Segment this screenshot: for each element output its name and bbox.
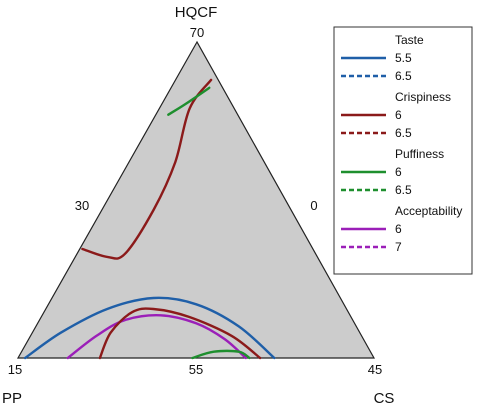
contour-line-4 [191, 349, 251, 360]
contour-line-3 [81, 78, 213, 260]
tick-right: 45 [368, 362, 382, 377]
tick-bottom-mid: 55 [189, 362, 203, 377]
contour-line-1 [66, 314, 247, 360]
tick-top: 70 [190, 25, 204, 40]
legend-label-0-0: 5.5 [395, 51, 412, 65]
legend-label-3-1: 7 [395, 240, 402, 254]
contour-lines [23, 78, 276, 360]
axis-name-left: PP [2, 390, 22, 407]
legend-label-1-0: 6 [395, 108, 402, 122]
legend-title-0: Taste [395, 33, 424, 47]
legend-title-2: Puffiness [395, 147, 444, 161]
contour-line-5 [167, 86, 211, 116]
legend-label-1-1: 6.5 [395, 126, 412, 140]
legend: Taste 5.5 6.5 Crispiness 6 6.5 Puffiness 6 6.5 Ac… [333, 26, 473, 275]
contour-line-2 [98, 307, 262, 360]
legend-label-2-1: 6.5 [395, 183, 412, 197]
legend-label-2-0: 6 [395, 165, 402, 179]
tick-right-side: 0 [310, 198, 317, 213]
legend-box [333, 26, 473, 275]
tick-left-side: 30 [75, 198, 89, 213]
legend-label-0-1: 6.5 [395, 69, 412, 83]
tick-left: 15 [8, 362, 22, 377]
axis-name-right: CS [374, 390, 395, 407]
contour-line-0 [23, 296, 276, 360]
legend-title-1: Crispiness [395, 90, 451, 104]
axis-name-top: HQCF [175, 4, 218, 21]
legend-label-3-0: 6 [395, 222, 402, 236]
ternary-triangle [16, 40, 376, 359]
legend-title-3: Acceptability [395, 204, 462, 218]
